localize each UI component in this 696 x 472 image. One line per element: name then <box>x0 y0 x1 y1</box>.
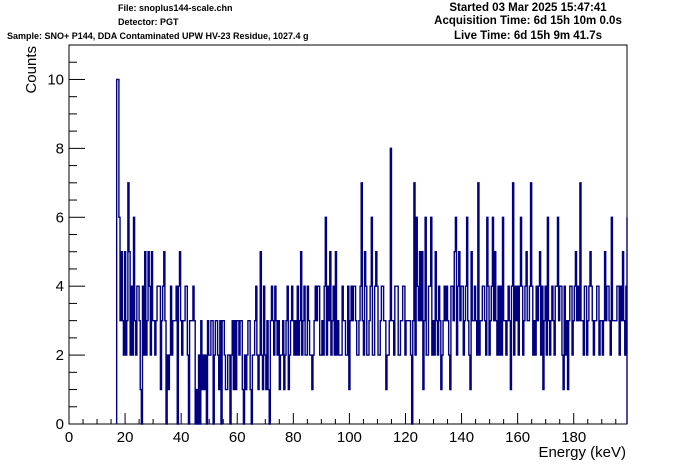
x-tick-label: 80 <box>285 429 302 446</box>
x-axis-ticks: 0 20 40 60 80 100 120 140 160 180 <box>65 413 617 446</box>
x-axis-title: Energy (keV) <box>538 444 626 461</box>
start-time-label: Started 03 Mar 2025 15:47:41 <box>449 2 607 14</box>
y-tick-label: 2 <box>56 347 64 364</box>
x-tick-label: 0 <box>65 429 73 446</box>
detector-label: Detector: PGT <box>118 17 179 27</box>
x-tick-label: 20 <box>117 429 134 446</box>
y-tick-label: 4 <box>56 278 64 295</box>
x-tick-label: 180 <box>561 429 586 446</box>
y-axis-title: Counts <box>23 46 40 94</box>
y-axis-ticks: 0 2 4 6 8 10 <box>47 44 85 433</box>
x-tick-label: 160 <box>505 429 530 446</box>
x-tick-label: 140 <box>449 429 474 446</box>
x-tick-label: 40 <box>173 429 190 446</box>
y-tick-label: 8 <box>56 140 64 157</box>
x-tick-label: 60 <box>229 429 246 446</box>
y-tick-label: 6 <box>56 209 64 226</box>
x-tick-label: 120 <box>393 429 418 446</box>
sample-label: Sample: SNO+ P144, DDA Contaminated UPW … <box>7 31 309 41</box>
histogram-line <box>115 78 628 425</box>
y-tick-label: 10 <box>47 71 64 88</box>
live-time-label: Live Time: 6d 15h 9m 41.7s <box>453 30 603 42</box>
y-tick-label: 0 <box>56 416 64 433</box>
acquisition-time-label: Acquisition Time: 6d 15h 10m 0.0s <box>434 15 622 27</box>
file-label: File: snoplus144-scale.chn <box>118 3 233 13</box>
x-tick-label: 100 <box>337 429 362 446</box>
